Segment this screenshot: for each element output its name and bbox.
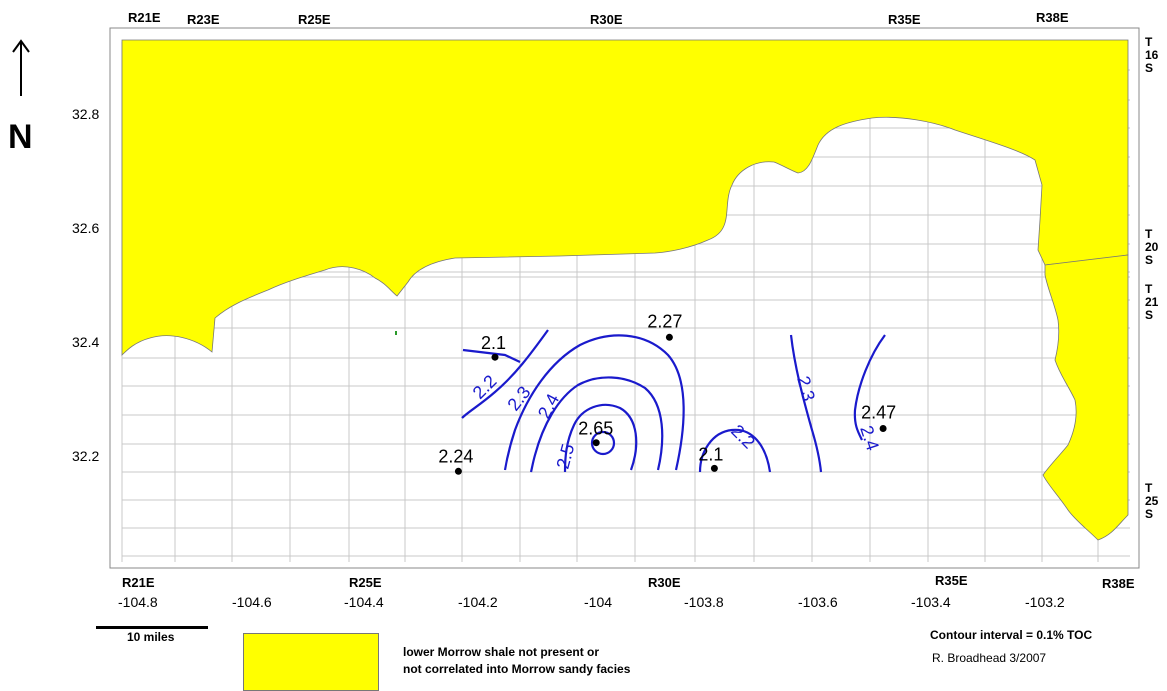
range-label-bottom: R21E <box>122 575 155 590</box>
lon-tick-label: -104.8 <box>118 594 158 610</box>
contour-interval-note: Contour interval = 0.1% TOC <box>930 628 1092 642</box>
well-point <box>711 465 718 472</box>
lon-tick-label: -104.2 <box>458 594 498 610</box>
range-label-bottom: R38E <box>1102 576 1135 591</box>
well-value-label: 2.65 <box>578 419 613 439</box>
well-value-label: 2.47 <box>861 403 896 423</box>
well-point <box>492 354 499 361</box>
well-value-label: 2.1 <box>481 333 506 353</box>
well-point <box>455 468 462 475</box>
lon-tick-label: -104.6 <box>232 594 272 610</box>
well-point <box>593 439 600 446</box>
author-credit: R. Broadhead 3/2007 <box>932 651 1046 665</box>
lon-tick-label: -103.8 <box>684 594 724 610</box>
range-label-bottom: R35E <box>935 573 968 588</box>
lon-tick-label: -103.6 <box>798 594 838 610</box>
lon-tick-label: -104.4 <box>344 594 384 610</box>
legend-swatch <box>243 633 379 691</box>
lon-tick-label: -104 <box>584 594 612 610</box>
lon-tick-label: -103.2 <box>1025 594 1065 610</box>
range-label-bottom: R30E <box>648 575 681 590</box>
map-fleck <box>395 331 397 335</box>
lon-tick-label: -103.4 <box>911 594 951 610</box>
well-value-label: 2.27 <box>647 311 682 331</box>
scale-bar-label: 10 miles <box>127 630 174 644</box>
well-point <box>666 334 673 341</box>
legend-text: lower Morrow shale not present or not co… <box>403 644 630 678</box>
well-value-label: 2.1 <box>698 444 723 464</box>
well-value-label: 2.24 <box>438 446 473 466</box>
scale-bar <box>96 626 208 629</box>
well-point <box>880 425 887 432</box>
range-label-bottom: R25E <box>349 575 382 590</box>
